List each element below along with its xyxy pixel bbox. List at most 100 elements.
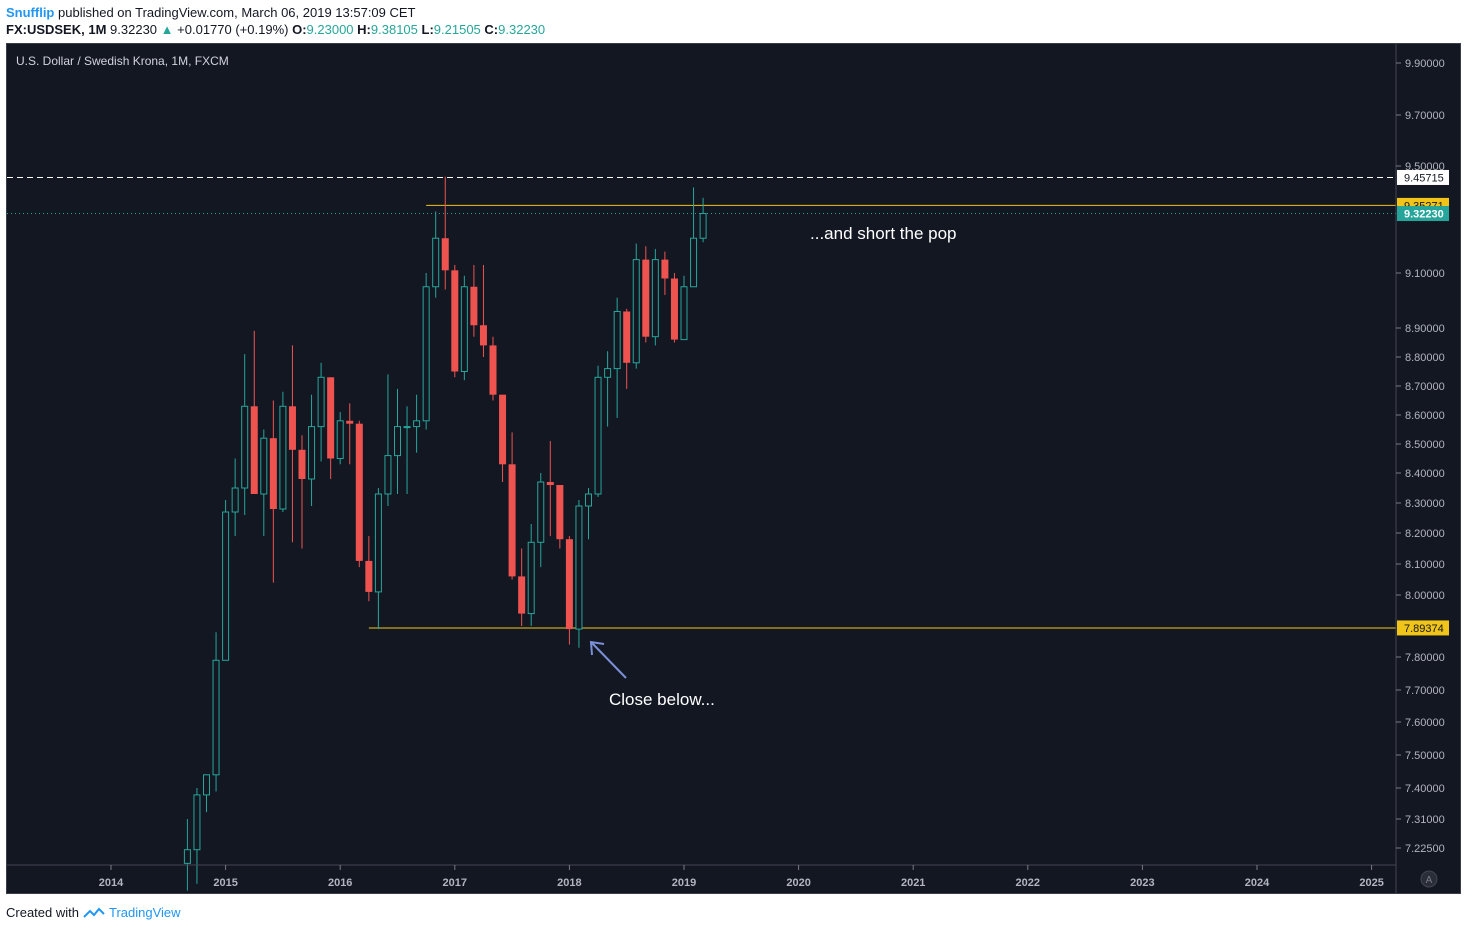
close-label: C:: [484, 22, 499, 37]
x-tick-label: 2025: [1359, 877, 1383, 889]
candle-up: [193, 788, 201, 884]
candle-body: [565, 539, 573, 630]
candle-body: [537, 481, 545, 543]
candle-down: [288, 345, 296, 543]
candle-up: [537, 473, 545, 568]
candle-up: [212, 632, 220, 792]
candle-down: [470, 264, 478, 337]
price-label-text: 9.45715: [1404, 172, 1444, 184]
price-axis[interactable]: 9.900009.700009.500009.100008.900008.800…: [1396, 58, 1445, 855]
candle-body: [317, 376, 325, 428]
candle-down: [661, 251, 669, 295]
candle-body: [203, 774, 210, 796]
x-tick-label: 2019: [672, 877, 696, 889]
candle-body: [546, 482, 554, 485]
candle-down: [670, 273, 678, 343]
y-tick-label: 9.70000: [1405, 110, 1445, 122]
candle-body: [556, 485, 564, 540]
chart-title: U.S. Dollar / Swedish Krona, 1M, FXCM: [16, 54, 229, 68]
candle-body: [441, 238, 449, 271]
candle-up: [222, 500, 230, 661]
x-tick-label: 2017: [443, 877, 467, 889]
price-label-text: 9.32230: [1404, 209, 1444, 221]
x-tick-label: 2020: [786, 877, 810, 889]
candle-body: [575, 505, 583, 630]
candle-up: [384, 374, 392, 506]
author-link[interactable]: Snufflip: [6, 5, 55, 20]
y-tick-label: 8.00000: [1405, 590, 1445, 602]
candle-body: [212, 659, 220, 776]
candle-body: [241, 405, 249, 489]
candle-body: [288, 406, 296, 450]
low-value: 9.21505: [433, 22, 481, 37]
candle-body: [269, 438, 277, 509]
annotation-close-below: Close below...: [609, 690, 715, 709]
candle-up: [203, 774, 210, 813]
price-label-bg: [1397, 620, 1449, 636]
price-label-yellow: 7.89374: [1397, 620, 1449, 636]
chart-frame[interactable]: U.S. Dollar / Swedish Krona, 1M, FXCM 9.…: [6, 43, 1461, 894]
candle-down: [546, 441, 554, 537]
candle-body: [384, 455, 392, 495]
candle-body: [623, 311, 631, 363]
y-tick-label: 7.31000: [1405, 814, 1445, 826]
candle-body: [231, 487, 239, 513]
candle-body: [699, 213, 707, 239]
candle-down: [365, 536, 373, 602]
time-axis[interactable]: 2014 2015 2016 2017 2018 2019 2020 2021 2022 2023…: [99, 865, 1384, 889]
candle-up: [575, 500, 583, 648]
candle-up: [374, 488, 382, 630]
candle-body: [346, 420, 354, 424]
candle-up: [241, 354, 249, 515]
candle-down: [499, 394, 507, 482]
candle-body: [250, 406, 258, 494]
symbol-info: FX:USDSEK, 1M 9.32230 ▲ +0.01770 (+0.19%…: [6, 22, 545, 37]
candle-body: [365, 560, 373, 592]
y-tick-label: 7.50000: [1405, 750, 1445, 762]
tradingview-brand-link[interactable]: TradingView: [108, 905, 181, 920]
candle-body: [193, 794, 201, 851]
auto-scale-button[interactable]: A: [1420, 870, 1438, 888]
candle-up: [279, 391, 287, 512]
y-tick-label: 7.40000: [1405, 783, 1445, 795]
candle-down: [451, 264, 459, 378]
change-up-icon: ▲: [160, 22, 174, 37]
candle-body: [260, 437, 268, 495]
y-tick-label: 8.40000: [1405, 468, 1445, 480]
candle-up: [260, 429, 268, 537]
y-tick-label: 9.90000: [1405, 58, 1445, 70]
candle-up: [308, 394, 316, 506]
y-tick-label: 8.30000: [1405, 498, 1445, 510]
candle-up: [604, 351, 612, 427]
price-label-white: 9.45715: [1397, 169, 1449, 185]
candle-up: [432, 211, 440, 298]
candle-down: [250, 330, 258, 494]
y-tick-label: 8.60000: [1405, 410, 1445, 422]
x-tick-label: 2016: [328, 877, 352, 889]
levels-layer: [7, 176, 1396, 629]
price-label-bg: [1397, 206, 1449, 222]
candle-up: [394, 388, 401, 494]
candle-body: [680, 286, 688, 341]
price-chart[interactable]: U.S. Dollar / Swedish Krona, 1M, FXCM 9.…: [7, 44, 1460, 893]
candle-body: [604, 368, 612, 378]
y-tick-label: 8.90000: [1405, 323, 1445, 335]
y-tick-label: 8.50000: [1405, 439, 1445, 451]
high-label: H:: [357, 22, 371, 37]
footer: Created with TradingView: [6, 905, 181, 920]
candle-body: [527, 541, 535, 615]
candle-up: [183, 819, 191, 891]
candle-body: [508, 464, 516, 577]
candle-body: [499, 394, 507, 465]
candle-body: [279, 405, 287, 510]
candle-down: [489, 336, 497, 401]
candle-body: [298, 449, 306, 479]
candle-up: [317, 362, 325, 462]
candle-body: [651, 259, 659, 338]
y-tick-label: 8.20000: [1405, 528, 1445, 540]
svg-text:A: A: [1426, 875, 1433, 886]
price-label-teal: 9.32230: [1397, 206, 1449, 222]
candle-up: [680, 275, 688, 341]
published-text: published on TradingView.com, March 06, …: [58, 5, 416, 20]
candle-up: [613, 297, 621, 418]
